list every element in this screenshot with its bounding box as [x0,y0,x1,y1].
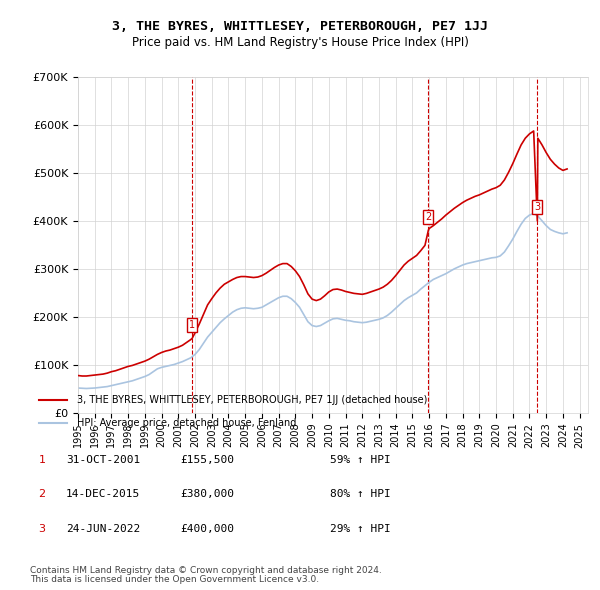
Text: Price paid vs. HM Land Registry's House Price Index (HPI): Price paid vs. HM Land Registry's House … [131,36,469,49]
Text: 3: 3 [38,523,46,533]
Text: 3: 3 [534,202,541,212]
Text: 24-JUN-2022: 24-JUN-2022 [66,523,140,533]
Text: This data is licensed under the Open Government Licence v3.0.: This data is licensed under the Open Gov… [30,575,319,584]
Text: 1: 1 [38,455,46,465]
Text: £400,000: £400,000 [180,523,234,533]
Text: 1: 1 [189,320,195,330]
Text: £380,000: £380,000 [180,489,234,499]
Text: 3, THE BYRES, WHITTLESEY, PETERBOROUGH, PE7 1JJ: 3, THE BYRES, WHITTLESEY, PETERBOROUGH, … [112,20,488,33]
Text: Contains HM Land Registry data © Crown copyright and database right 2024.: Contains HM Land Registry data © Crown c… [30,566,382,575]
Text: 14-DEC-2015: 14-DEC-2015 [66,489,140,499]
Text: 31-OCT-2001: 31-OCT-2001 [66,455,140,465]
Text: HPI: Average price, detached house, Fenland: HPI: Average price, detached house, Fenl… [77,418,296,428]
Text: £155,500: £155,500 [180,455,234,465]
Text: 59% ↑ HPI: 59% ↑ HPI [330,455,391,465]
Text: 29% ↑ HPI: 29% ↑ HPI [330,523,391,533]
Text: 2: 2 [38,489,46,499]
Text: 3, THE BYRES, WHITTLESEY, PETERBOROUGH, PE7 1JJ (detached house): 3, THE BYRES, WHITTLESEY, PETERBOROUGH, … [77,395,427,405]
Text: 80% ↑ HPI: 80% ↑ HPI [330,489,391,499]
Text: 2: 2 [425,212,431,222]
